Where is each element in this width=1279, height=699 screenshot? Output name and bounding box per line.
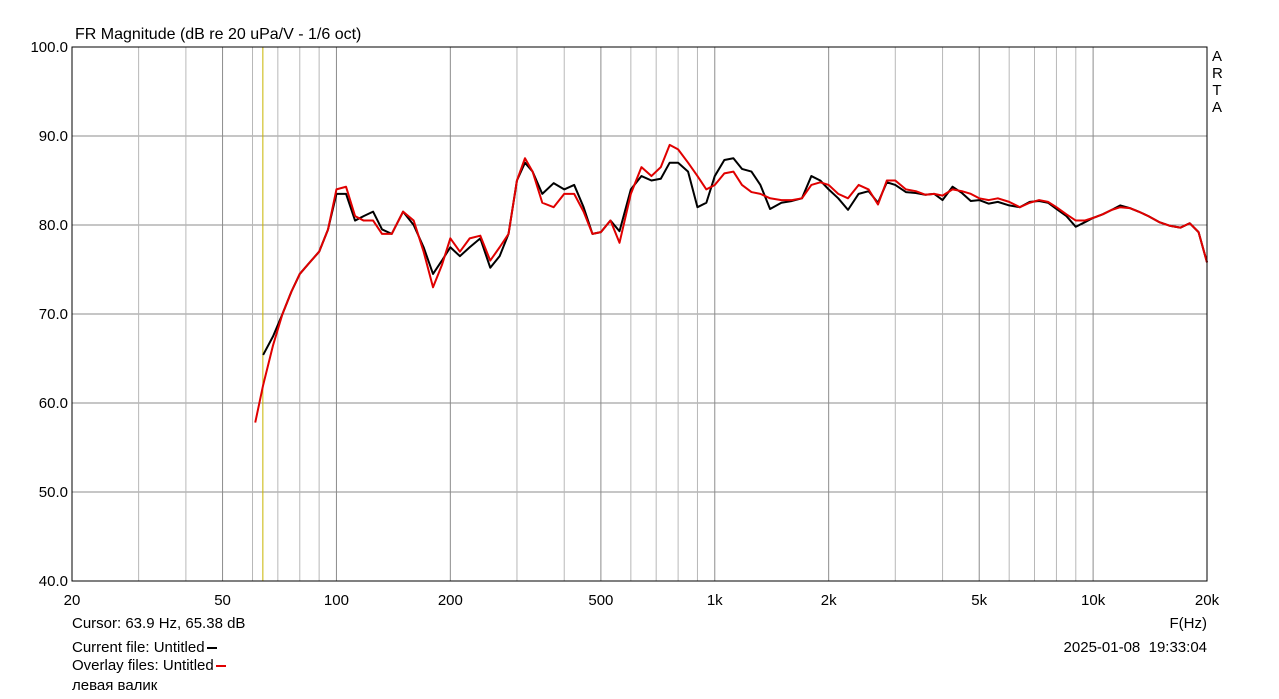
legend-swatch bbox=[206, 647, 217, 650]
timestamp: 2025-01-08 19:33:04 bbox=[1063, 639, 1207, 656]
y-tick-label: 90.0 bbox=[39, 128, 68, 145]
legend-label: Current file: Untitled bbox=[72, 639, 205, 656]
y-tick-label: 40.0 bbox=[39, 573, 68, 590]
x-tick-label: 20k bbox=[1195, 592, 1220, 609]
watermark: ARTA bbox=[1212, 48, 1223, 116]
x-tick-label: 50 bbox=[214, 592, 231, 609]
x-tick-label: 100 bbox=[324, 592, 349, 609]
x-tick-label: 10k bbox=[1081, 592, 1106, 609]
plot-frame bbox=[71, 46, 1208, 582]
legend-swatch bbox=[215, 665, 226, 668]
legend-label: Overlay files: Untitled bbox=[72, 657, 214, 674]
series-line bbox=[254, 143, 1208, 423]
cursor-readout: Cursor: 63.9 Hz, 65.38 dB bbox=[72, 615, 246, 632]
x-tick-label: 20 bbox=[64, 592, 81, 609]
chart-title: FR Magnitude (dB re 20 uPa/V - 1/6 oct) bbox=[75, 26, 361, 43]
y-tick-label: 100.0 bbox=[30, 39, 68, 56]
y-tick-label: 50.0 bbox=[39, 484, 68, 501]
x-tick-label: 500 bbox=[588, 592, 613, 609]
series-line bbox=[262, 157, 1208, 356]
x-tick-label: 1k bbox=[707, 592, 723, 609]
note: левая валик bbox=[72, 677, 158, 694]
x-axis-label: F(Hz) bbox=[1169, 615, 1208, 632]
legend-entry: Overlay files: Untitled bbox=[72, 657, 226, 674]
y-tick-label: 80.0 bbox=[39, 217, 68, 234]
legend-entry: Current file: Untitled bbox=[72, 639, 217, 656]
y-tick-label: 70.0 bbox=[39, 306, 68, 323]
x-tick-label: 2k bbox=[821, 592, 837, 609]
x-tick-label: 200 bbox=[438, 592, 463, 609]
y-tick-label: 60.0 bbox=[39, 395, 68, 412]
x-tick-label: 5k bbox=[971, 592, 987, 609]
